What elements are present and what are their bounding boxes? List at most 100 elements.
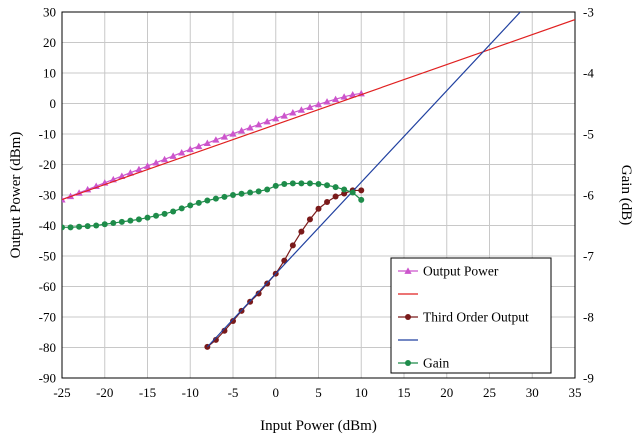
y-tick-label: -10 — [39, 127, 56, 142]
output-power-point — [340, 93, 348, 100]
gain-point — [110, 220, 117, 227]
y-tick-label: -90 — [39, 371, 56, 386]
gain-point — [298, 180, 305, 187]
output-power-point — [195, 142, 203, 150]
output-power-point — [178, 149, 186, 156]
gain-point — [135, 216, 142, 223]
output-power-point — [152, 159, 160, 166]
x-axis-title: Input Power (dBm) — [260, 418, 377, 434]
gain-point — [161, 210, 168, 217]
output-power-point — [272, 114, 280, 122]
y-tick-label: -20 — [39, 157, 56, 172]
y-tick-label: 0 — [50, 96, 57, 111]
gain-point — [315, 181, 322, 188]
output-power-point — [161, 155, 169, 163]
series-reference-line-1 — [62, 19, 575, 201]
output-power-point — [314, 100, 323, 108]
gain-point — [358, 196, 365, 203]
y-tick-label: 20 — [43, 35, 56, 50]
x-tick-label: -15 — [139, 385, 156, 400]
gain-point — [84, 223, 91, 230]
y-tick-label: -80 — [39, 340, 56, 355]
gain-point — [264, 186, 271, 193]
gain-point — [289, 180, 296, 187]
gain-point — [93, 222, 100, 229]
output-power-point — [306, 103, 314, 111]
gain-point — [67, 224, 74, 231]
output-power-point — [169, 152, 177, 159]
output-power-point — [186, 145, 194, 153]
gain-point — [101, 221, 108, 228]
y2-tick-label: -7 — [583, 249, 594, 264]
output-power-point — [62, 195, 66, 203]
x-tick-label: -25 — [53, 385, 70, 400]
output-power-point — [126, 169, 134, 176]
gain-point — [281, 181, 288, 188]
third-order-output-point — [221, 327, 228, 334]
gain-point — [204, 197, 211, 204]
legend-item: Output Power — [398, 264, 499, 279]
output-power-point — [280, 112, 288, 119]
gain-point — [332, 184, 339, 191]
series-gain — [62, 180, 365, 231]
third-order-output-line — [206, 189, 362, 348]
third-order-output-point — [358, 187, 365, 194]
legend-label: Output Power — [423, 264, 499, 279]
legend-label: Third Order Output — [423, 310, 529, 325]
gain-point — [341, 186, 348, 193]
y2-axis-title: Gain (dB) — [618, 165, 634, 225]
third-order-output-point — [289, 242, 296, 249]
third-order-output-point — [230, 317, 236, 324]
series-third-order-output — [204, 187, 365, 350]
gain-point — [62, 224, 65, 231]
x-tick-label: 10 — [355, 385, 368, 400]
legend-swatch-marker — [405, 360, 411, 366]
gain-point — [153, 212, 160, 219]
gain-point — [127, 217, 134, 224]
third-order-output-point — [298, 228, 305, 235]
gain-point — [118, 218, 125, 225]
x-tick-label: -20 — [96, 385, 113, 400]
output-power-point — [255, 120, 263, 128]
gain-point — [144, 214, 151, 221]
reference-line-1-line — [62, 19, 575, 201]
third-order-output-point — [306, 216, 313, 223]
x-tick-label: 20 — [440, 385, 453, 400]
gain-line — [62, 182, 362, 228]
output-power-point — [246, 123, 254, 131]
legend-item: Gain — [398, 356, 449, 371]
y2-tick-label: -3 — [583, 5, 594, 20]
legend-label: Gain — [423, 356, 449, 371]
legend: Output Power Third Order Output Gain — [390, 257, 552, 374]
x-tick-label: 0 — [273, 385, 280, 400]
output-power-point — [203, 139, 211, 147]
legend-swatch-marker — [404, 267, 412, 274]
output-power-point — [229, 130, 237, 137]
y-axis-title: Output Power (dBm) — [8, 132, 24, 259]
third-order-output-point — [255, 290, 262, 297]
x-tick-label: -10 — [182, 385, 199, 400]
gain-point — [247, 189, 254, 196]
third-order-output-point — [332, 193, 339, 200]
x-tick-label: -5 — [228, 385, 239, 400]
y-tick-label: -70 — [39, 310, 56, 325]
gain-point — [324, 182, 331, 189]
output-power-point — [220, 133, 229, 140]
gain-point — [238, 190, 245, 197]
output-power-point — [263, 117, 271, 125]
series-reference-line-3 — [206, 12, 522, 348]
reference-line-3-line — [206, 12, 522, 348]
gain-point — [170, 208, 177, 215]
output-power-point — [143, 162, 152, 169]
legend-item: Third Order Output — [398, 310, 529, 325]
y-tick-label: -60 — [39, 279, 56, 294]
gain-point — [306, 180, 313, 187]
y-tick-label: 10 — [43, 66, 56, 81]
y-tick-label: -50 — [39, 249, 56, 264]
x-tick-label: 25 — [483, 385, 496, 400]
y2-tick-label: -8 — [583, 310, 594, 325]
tick-labels: -25 -20 -15 -10 -5 0 5 10 15 20 25 30 35-90-80-70-60… — [39, 5, 595, 401]
output-power-point — [237, 127, 246, 134]
third-order-output-point — [315, 205, 322, 212]
